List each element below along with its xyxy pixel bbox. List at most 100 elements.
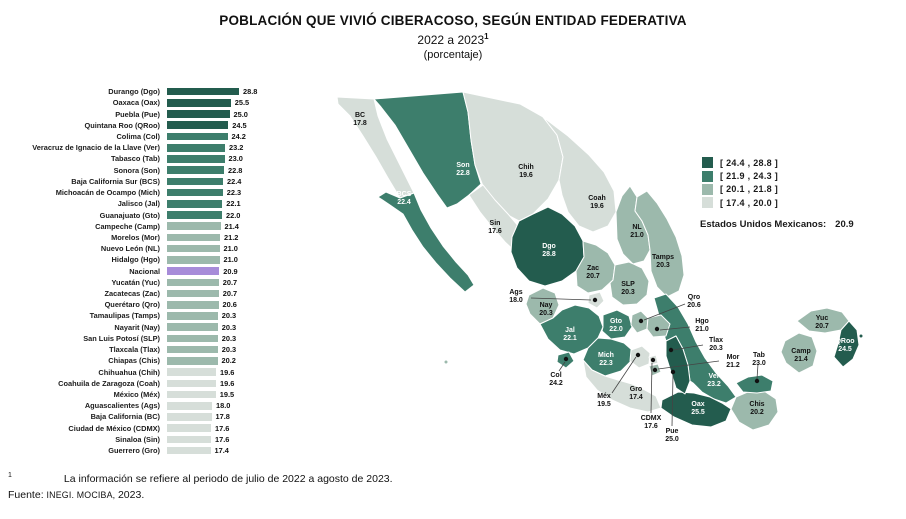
map-label-Hgo: Hgo 21.0 [695,318,709,333]
legend-label: [ 21.9 , 24.3 ] [720,171,779,182]
bar-row: Puebla (Pue) 25.0 [2,108,257,119]
mexico-map-svg: BC 17.8 Son 22.8 BCS 22.4 Chih 19.6 Coah 19.6 Sin 1… [336,91,863,443]
leader-line [657,360,720,370]
state-shape-Gto [601,309,633,340]
bar-row: Morelos (Mor) 21.2 [2,232,257,243]
bar-row-value: 18.0 [216,401,231,411]
bar-row-value: 20.3 [221,345,237,355]
leader-line [643,303,686,321]
national-average-value: 20.9 [835,219,854,230]
bar [167,357,218,365]
map-label-CDMX: CDMX 17.6 [641,415,662,430]
bar-row-value: 23.0 [228,154,243,164]
legend-row: [ 17.4 , 20.0 ] [702,196,778,209]
bar [167,323,218,331]
leader-line [611,356,637,394]
bar [167,166,224,174]
map-label-Son: Son 22.8 [456,162,470,177]
bar-row-label: Sinaloa (Sin) [115,434,160,444]
bar-row-label: Chiapas (Chis) [108,356,160,366]
bar-row-label: Veracruz de Ignacio de la Llave (Ver) [32,143,160,153]
bar-row-value: 20.7 [222,277,238,287]
bar-row-value: 28.8 [243,87,258,97]
map-label-Tamps: Tamps 20.3 [652,254,674,269]
bar [167,289,219,298]
island-dot [444,360,448,364]
map-label-Mor: Mor 21.2 [726,354,740,369]
bar-row-label: Coahuila de Zaragoza (Coah) [58,378,160,388]
state-shape-Coah [542,116,617,233]
map-label-Coah: Coah 19.6 [588,195,606,210]
state-anchor-dot [638,318,644,324]
bar-row-label: Sonora (Son) [113,165,160,175]
bar-row-label: Quintana Roo (QRoo) [84,120,160,130]
bar-row: México (Méx) 19.5 [2,389,257,400]
bar-row-label: Colima (Col) [116,131,160,141]
bar-row: Oaxaca (Oax) 25.5 [2,97,257,108]
bar-row-value: 20.9 [223,266,238,276]
state-anchor-dot [654,326,660,332]
bar-row-label: Morelos (Mor) [111,232,160,242]
bar-row: Colima (Col) 24.2 [2,131,257,142]
map-label-Gto: Gto 22.0 [609,318,623,333]
state-anchor-dot [650,357,656,363]
bar [167,200,223,208]
bar-row-value: 19.6 [220,367,235,377]
bar-row-label: Nayarit (Nay) [114,322,160,332]
bar-row: Coahuila de Zaragoza (Coah) 19.6 [2,378,257,389]
bar-row: Chiapas (Chis) 20.2 [2,355,257,366]
bar [167,345,218,354]
map-label-Camp: Camp 21.4 [791,348,810,363]
state-anchor-dot [754,378,760,384]
bar [167,177,223,186]
map-label-Jal: Jal 22.1 [563,327,577,342]
bar-row-value: 24.5 [232,120,247,130]
legend-swatch [702,157,713,169]
state-anchor-dot [668,347,674,353]
bar-row-label: Guanajuato (Gto) [99,210,160,220]
bar [167,334,218,343]
bar-row: Baja California Sur (BCS) 22.4 [2,176,257,187]
map-label-QRoo: QRoo 24.5 [835,338,854,353]
bar [167,267,220,275]
bar-row-label: Nacional [129,266,160,276]
bar-row-value: 22.8 [228,165,243,175]
island-dot [859,334,863,338]
leader-line [659,326,691,331]
bar-row-label: Yucatán (Yuc) [111,277,160,287]
map-label-Col: Col 24.2 [549,372,563,387]
map-label-BC: BC 17.8 [353,112,367,127]
map-label-Yuc: Yuc 20.7 [815,315,829,330]
bar-row-value: 20.3 [221,333,237,343]
bar-row-value: 17.6 [215,434,230,444]
map-label-Mich: Mich 22.3 [598,352,614,367]
bar [167,379,216,388]
state-shape-BCS [377,191,475,293]
bar [167,233,220,242]
bar-row-value: 19.6 [220,378,235,388]
chart-unit-label: (porcentaje) [423,49,483,61]
bar-row: Michoacán de Ocampo (Mich) 22.3 [2,187,257,198]
bar-row-value: 22.0 [226,210,241,220]
map-label-Oax: Oax 25.5 [691,401,705,416]
state-shape-Tab [735,374,774,394]
bar [167,110,230,118]
bar-row-label: Tabasco (Tab) [110,154,160,164]
bar-row-value: 21.4 [224,221,239,231]
bar-row: Hidalgo (Hgo) 21.0 [2,254,257,265]
bar-row-value: 20.6 [222,300,237,310]
bar-row: Nayarit (Nay) 20.3 [2,322,257,333]
source-label: Fuente: [8,489,47,501]
bar-row-label: Guerrero (Gro) [108,446,160,456]
bar-row: Baja California (BC) 17.8 [2,411,257,422]
bar [167,256,220,264]
bar-row-label: Ciudad de México (CDMX) [68,423,160,433]
bar [167,87,239,96]
bar-row: Durango (Dgo) 28.8 [2,86,257,97]
map-label-BCS: BCS 22.4 [397,191,412,206]
bar-row-value: 17.4 [214,446,229,456]
state-shape-Gro [582,359,662,413]
bar-row: Guanajuato (Gto) 22.0 [2,209,257,220]
bar-row: Chihuahua (Chih) 19.6 [2,366,257,377]
